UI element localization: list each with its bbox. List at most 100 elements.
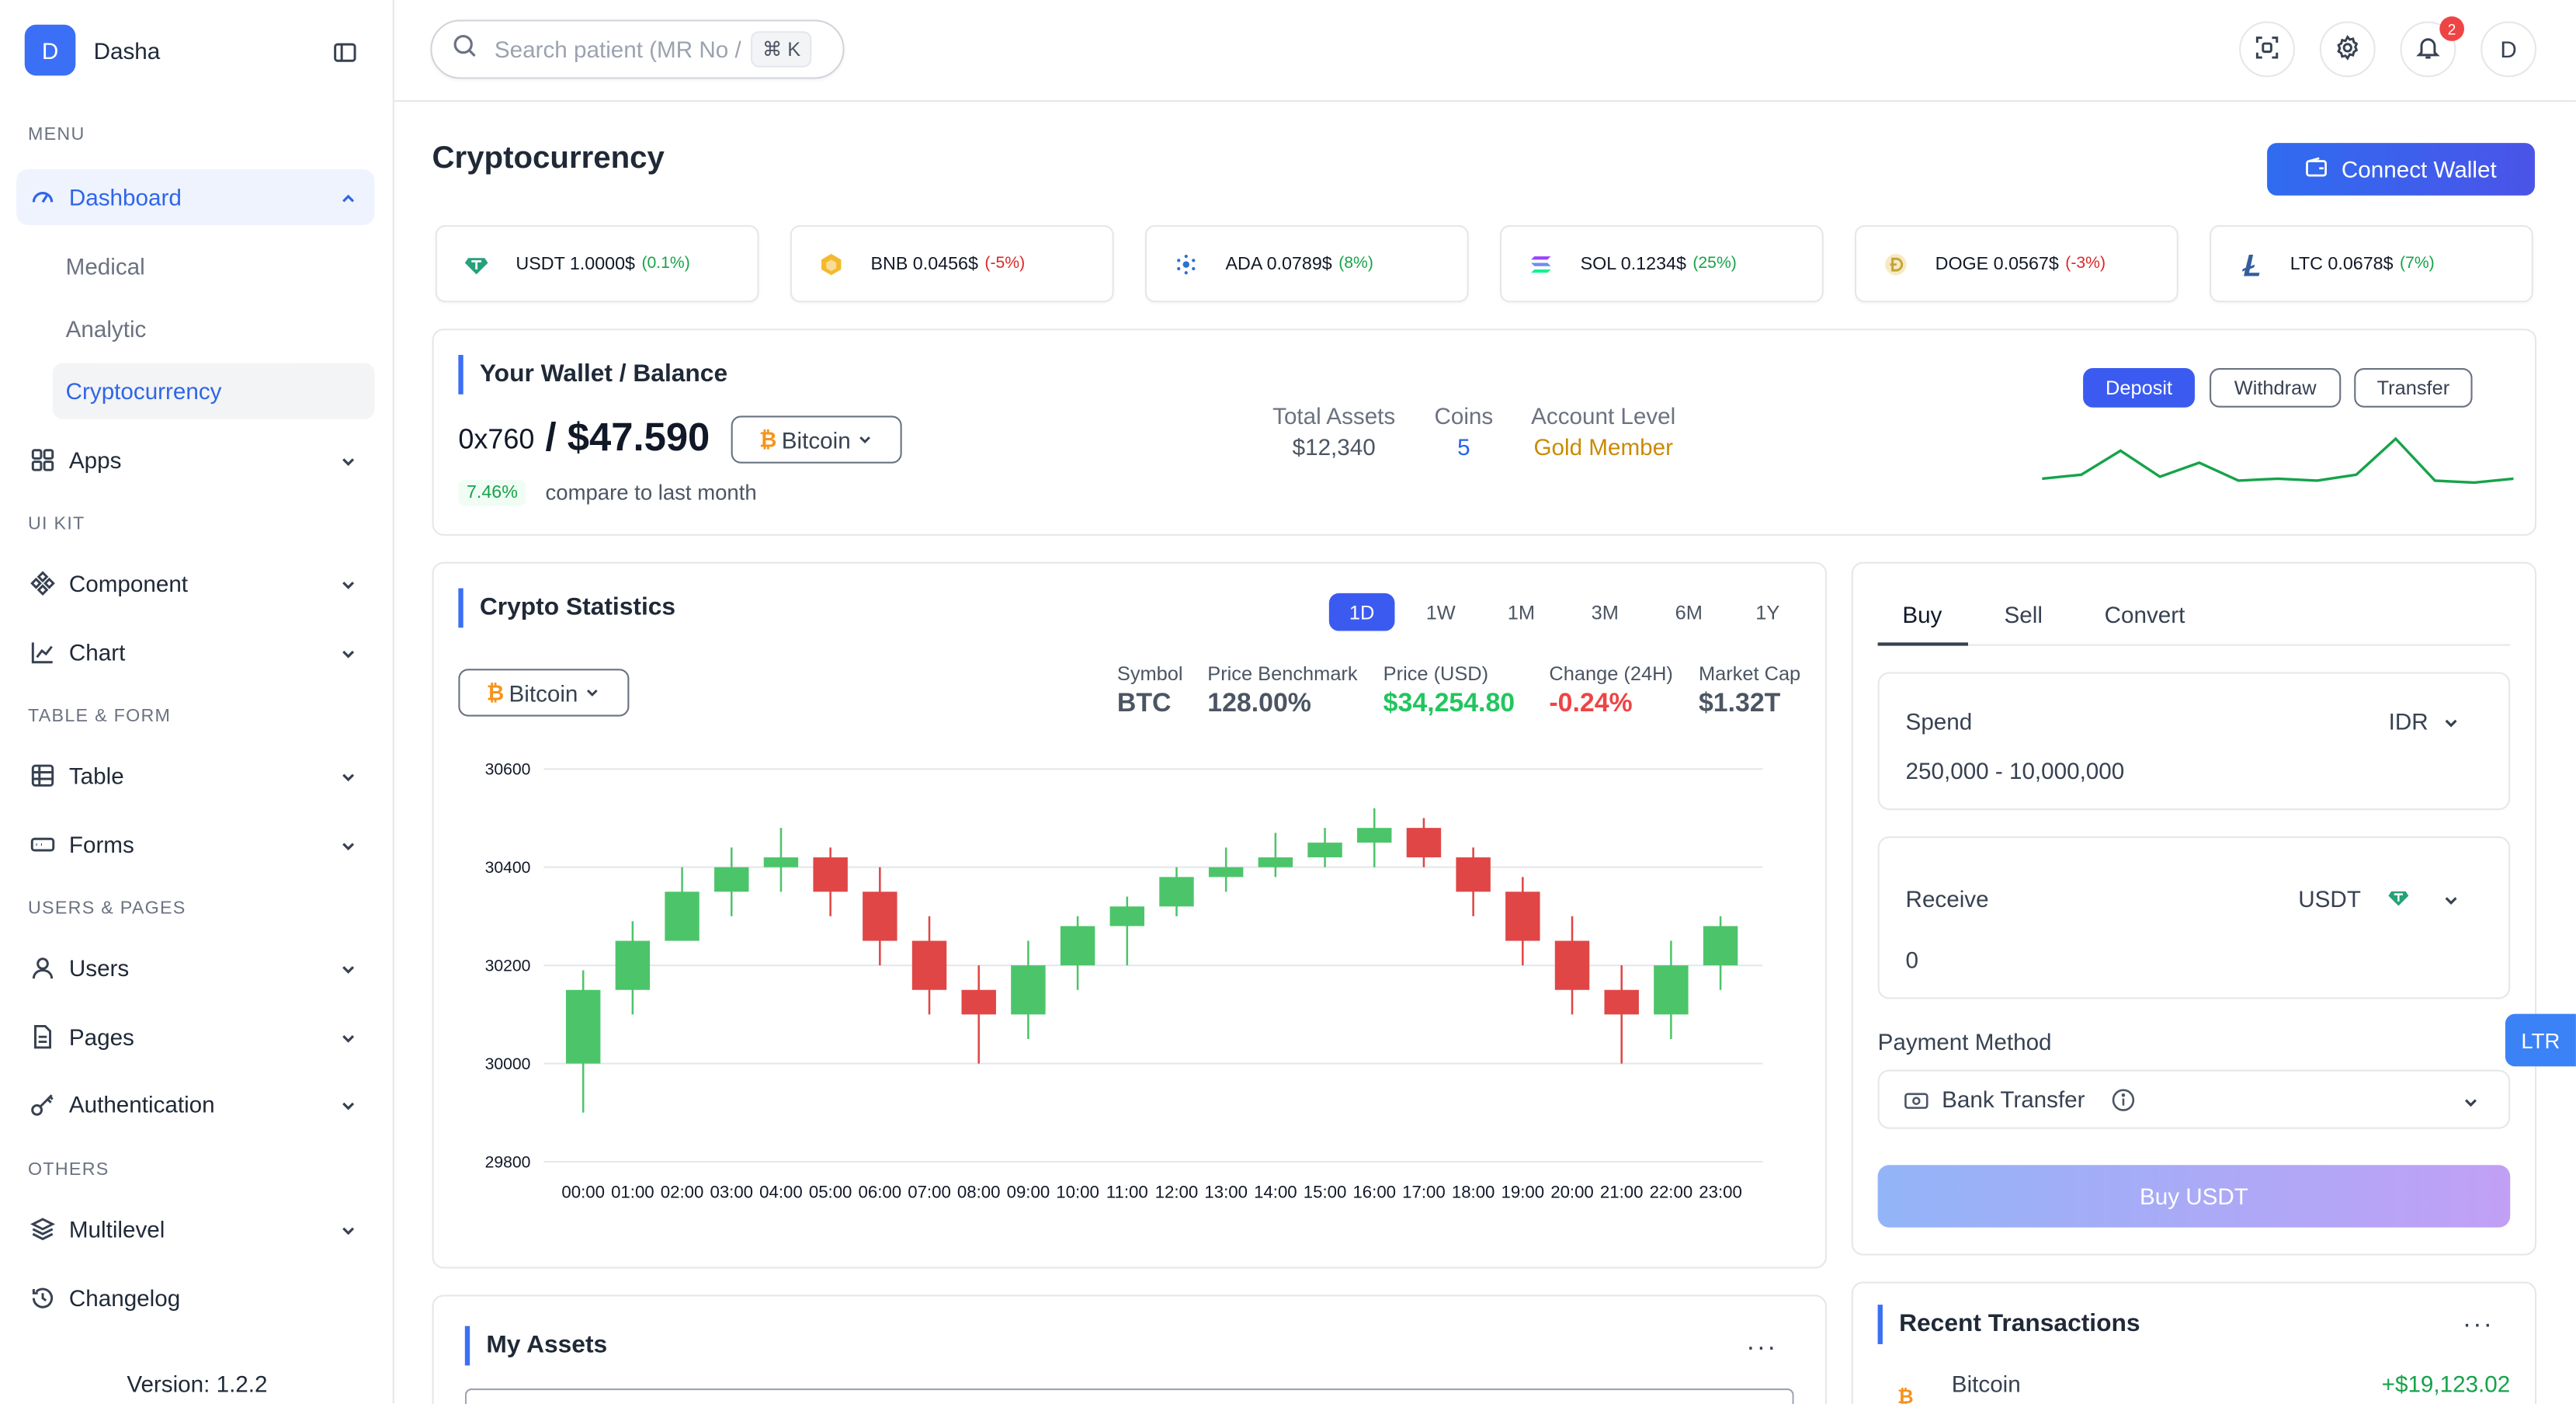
deposit-button[interactable]: Deposit	[2083, 367, 2195, 408]
payment-method-select[interactable]: Bank Transfer	[1877, 1069, 2511, 1129]
shortcut-hint: ⌘ K	[751, 31, 813, 68]
chevron-down-icon	[338, 835, 358, 854]
range-tab-1d[interactable]: 1D	[1328, 593, 1395, 631]
x-tick-label: 09:00	[1007, 1183, 1050, 1202]
spend-field[interactable]: Spend IDR 250,000 - 10,000,000	[1877, 672, 2511, 811]
x-tick-label: 10:00	[1056, 1183, 1099, 1202]
sidebar-sub-medical[interactable]: Medical	[65, 252, 145, 280]
sidebar-item-changelog[interactable]: Changelog	[16, 1270, 374, 1326]
ticker-card-ltc[interactable]: LTC 0.0678$ (7%)	[2210, 224, 2533, 303]
sidebar-item-chart[interactable]: Chart	[16, 624, 374, 680]
sidebar-item-pages[interactable]: Pages	[16, 1009, 374, 1065]
range-tab-1m[interactable]: 1M	[1507, 600, 1536, 624]
wallet-coin-select[interactable]: ₿ Bitcoin	[731, 415, 902, 464]
sidebar-item-component[interactable]: Component	[16, 555, 374, 611]
candle-body	[763, 857, 799, 867]
x-tick-label: 22:00	[1650, 1183, 1693, 1202]
page-icon	[30, 1023, 56, 1050]
litecoin-icon	[2238, 251, 2264, 277]
user-avatar-button[interactable]: D	[2481, 21, 2537, 78]
ticker-card-ada[interactable]: ADA 0.0789$ (8%)	[1144, 224, 1469, 303]
withdraw-button[interactable]: Withdraw	[2210, 367, 2342, 408]
brand-avatar: D	[24, 24, 76, 76]
x-tick-label: 16:00	[1352, 1183, 1396, 1202]
sidebar-item-users[interactable]: Users	[16, 940, 374, 996]
account-level-value: Gold Member	[1533, 433, 1673, 460]
candle-body	[714, 867, 749, 892]
receive-currency-select[interactable]: USDT	[2298, 885, 2361, 912]
scan-button[interactable]	[2239, 21, 2296, 78]
y-tick-label: 30200	[485, 957, 531, 975]
ticker-card-bnb[interactable]: BNB 0.0456$ (-5%)	[790, 224, 1114, 303]
wallet-balance: / $47.590	[545, 415, 710, 460]
sidebar-item-forms[interactable]: Forms	[16, 817, 374, 873]
sidebar-item-label: Changelog	[68, 1284, 181, 1312]
candle-body	[1505, 891, 1540, 941]
candle-body	[1208, 867, 1244, 878]
transfer-button[interactable]: Transfer	[2354, 367, 2473, 408]
sidebar-item-multilevel[interactable]: Multilevel	[16, 1201, 374, 1257]
payment-method-label: Payment Method	[1877, 1028, 2052, 1055]
x-tick-label: 17:00	[1402, 1183, 1446, 1202]
chevron-up-icon	[338, 187, 358, 207]
benchmark-stat: Price Benchmark 128.00%	[1207, 662, 1357, 720]
search-input[interactable]: Search patient (MR No / Name) ⌘ K	[430, 19, 845, 79]
sidebar-toggle-icon[interactable]	[332, 40, 358, 66]
connect-wallet-button[interactable]: Connect Wallet	[2267, 143, 2535, 196]
range-tab-1y[interactable]: 1Y	[1755, 600, 1780, 624]
candle-body	[1357, 828, 1392, 843]
info-icon[interactable]	[2111, 1088, 2136, 1121]
tab-buy[interactable]: Buy	[1902, 601, 1942, 628]
wallet-card-title: Your Wallet / Balance	[458, 355, 727, 394]
range-tab-6m[interactable]: 6M	[1675, 600, 1703, 624]
ticker-label: ADA 0.0789$	[1225, 253, 1332, 274]
settings-button[interactable]	[2319, 21, 2376, 78]
x-tick-label: 08:00	[957, 1183, 1001, 1202]
sidebar-sub-analytic[interactable]: Analytic	[65, 315, 147, 342]
tab-convert[interactable]: Convert	[2104, 601, 2185, 628]
notification-count-badge: 2	[2439, 16, 2464, 41]
sidebar-item-table[interactable]: Table	[16, 748, 374, 804]
more-options-icon[interactable]: ···	[2462, 1311, 2494, 1340]
chevron-down-icon	[338, 958, 358, 978]
x-tick-label: 12:00	[1155, 1183, 1199, 1202]
table-icon	[30, 763, 56, 789]
ticker-change: (-3%)	[2065, 254, 2106, 273]
market-cap-value: $1.32T	[1698, 690, 1781, 718]
tab-sell[interactable]: Sell	[2004, 601, 2043, 628]
ticker-card-sol[interactable]: SOL 0.1234$ (25%)	[1499, 224, 1824, 303]
price-stat: Price (USD) $34,254.80	[1383, 662, 1515, 720]
chevron-down-icon	[338, 1219, 358, 1239]
transaction-row[interactable]: ₿ Bitcoin +$19,123.02	[1878, 1368, 2510, 1404]
receive-field[interactable]: Receive USDT 0	[1877, 836, 2511, 999]
ticker-card-doge[interactable]: DOGE 0.0567$ (-3%)	[1854, 224, 2178, 303]
chevron-down-icon	[2441, 889, 2460, 919]
chevron-down-icon	[338, 1094, 358, 1114]
notifications-button[interactable]: 2	[2400, 16, 2464, 78]
sidebar-item-label: Authentication	[68, 1091, 215, 1117]
y-tick-label: 30000	[485, 1055, 531, 1073]
bitcoin-icon: ₿	[486, 680, 505, 705]
y-tick-label: 30600	[485, 761, 531, 779]
total-assets-label: Total Assets	[1272, 402, 1396, 429]
sidebar-item-authentication[interactable]: Authentication	[16, 1076, 374, 1132]
spend-currency-select[interactable]: IDR	[2388, 707, 2428, 735]
ltr-toggle[interactable]: LTR	[2505, 1013, 2576, 1067]
more-options-icon[interactable]: ···	[1746, 1334, 1778, 1363]
sidebar-item-dashboard[interactable]: Dashboard	[16, 169, 375, 225]
tether-icon	[2387, 886, 2411, 917]
section-label-tableform: TABLE & FORM	[27, 706, 172, 727]
buy-usdt-button[interactable]: Buy USDT	[1877, 1165, 2511, 1228]
stats-coin-select[interactable]: ₿ Bitcoin	[458, 669, 630, 717]
symbol-value: BTC	[1116, 690, 1172, 718]
range-tab-3m[interactable]: 3M	[1591, 600, 1619, 624]
ticker-card-usdt[interactable]: USDT 1.0000$ (0.1%)	[435, 224, 759, 303]
sidebar-item-label: Dashboard	[68, 183, 182, 210]
range-tab-1w[interactable]: 1W	[1425, 600, 1456, 624]
sidebar-item-apps[interactable]: Apps	[16, 433, 374, 488]
sidebar-sub-cryptocurrency[interactable]: Cryptocurrency	[52, 363, 375, 419]
x-tick-label: 01:00	[611, 1183, 654, 1202]
wallet-compare-text: compare to last month	[545, 479, 757, 505]
brand[interactable]: D Dasha	[24, 24, 160, 76]
ticker-change: (8%)	[1338, 254, 1373, 273]
